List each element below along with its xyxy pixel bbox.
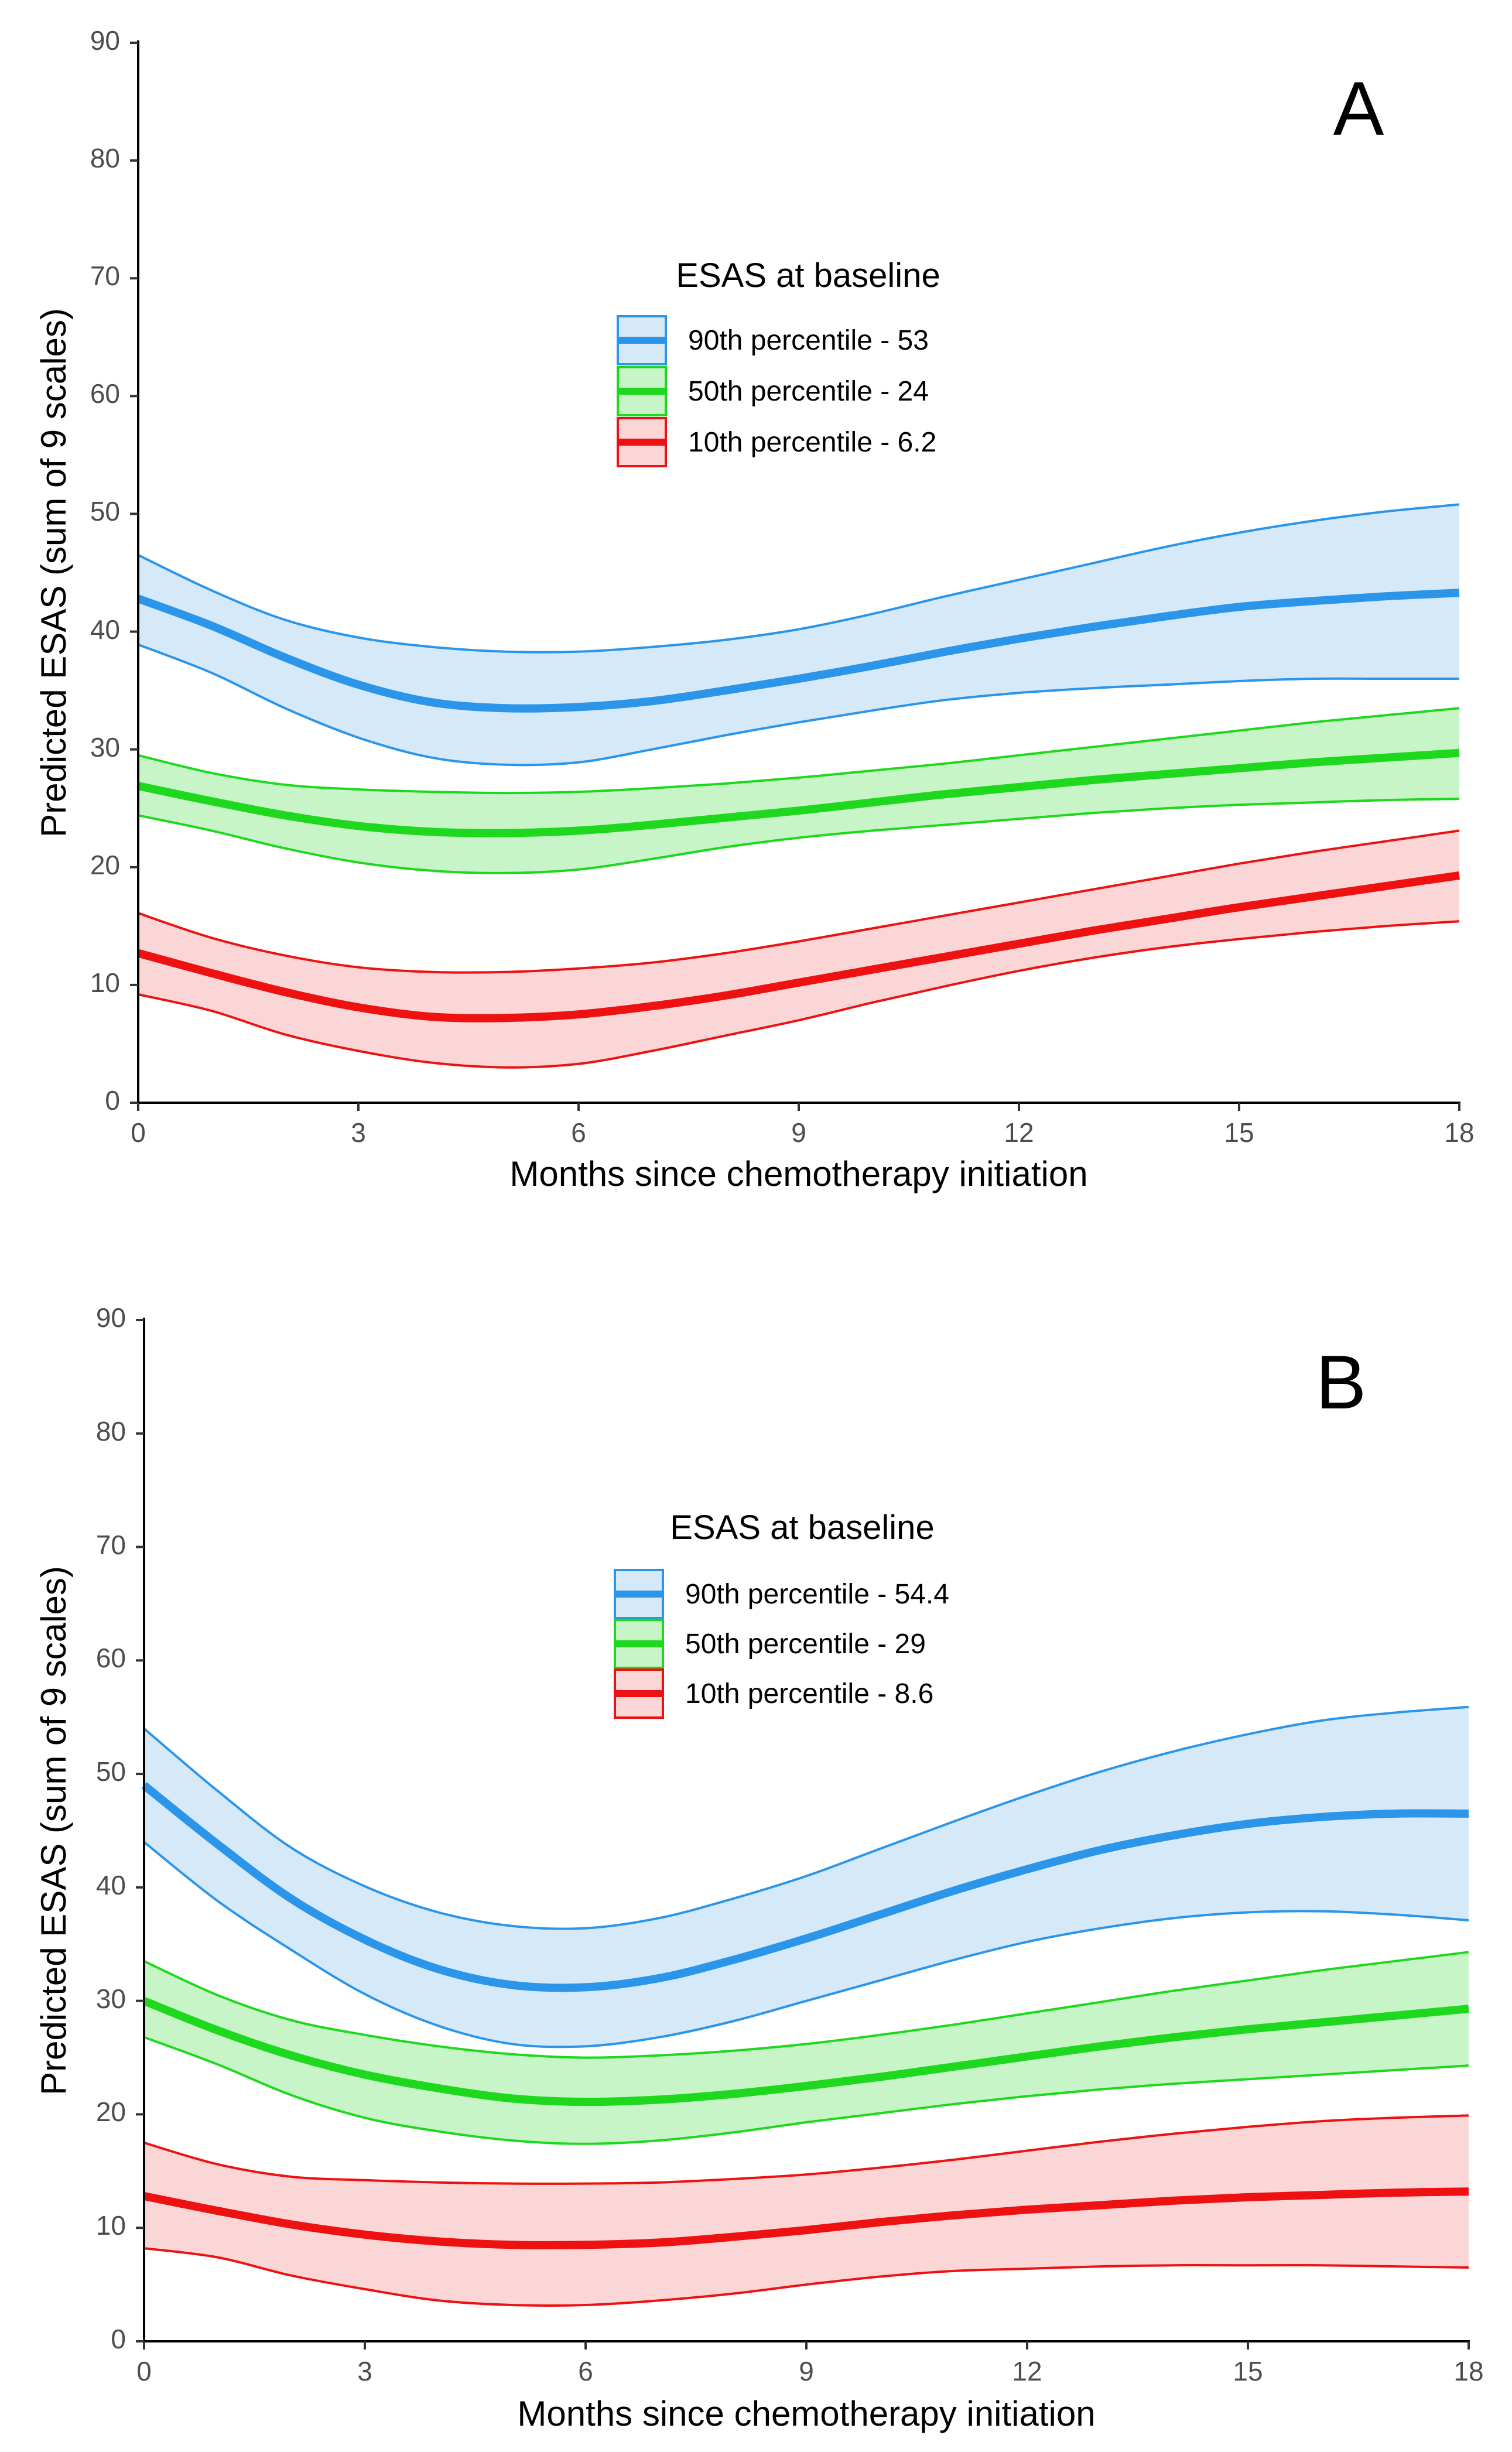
legend: ESAS at baseline 90th percentile - 54.4 …: [614, 1509, 949, 1719]
x-tick-label: 12: [1004, 1117, 1034, 1148]
y-axis-title: Predicted ESAS (sum of 9 scales): [34, 308, 73, 837]
y-tick-label: 90: [96, 1302, 126, 1333]
lower-bound-50th: [138, 798, 1460, 874]
upper-bound-50th: [143, 1951, 1469, 2059]
y-tick-label: 40: [96, 1870, 126, 1900]
y-tick-label: 70: [90, 261, 120, 291]
y-tick-label: 0: [105, 1085, 120, 1116]
legend-label-10th: 10th percentile - 6.2: [688, 427, 936, 458]
mean-line-50th: [137, 748, 1460, 837]
panel-a: 0 10 20 30 40 50 60 70 80 90 0 3 6 9 12 …: [34, 25, 1475, 1193]
x-tick-label: 6: [571, 1117, 586, 1148]
legend-item-90th: 90th percentile - 54.4: [614, 1569, 949, 1619]
x-tick-label: 18: [1453, 2356, 1483, 2386]
y-tick-label: 20: [96, 2097, 126, 2127]
axes: [136, 1318, 1470, 2350]
upper-bound-10th: [138, 829, 1460, 974]
x-tick-label: 3: [357, 2356, 372, 2386]
legend-label-50th: 50th percentile - 24: [688, 376, 929, 407]
y-tick-label: 10: [90, 967, 120, 998]
y-tick-label: 70: [96, 1530, 126, 1560]
band-50th: [138, 708, 1459, 873]
lower-bound-90th: [138, 643, 1459, 767]
y-tick-label: 20: [90, 850, 120, 880]
legend-label-50th: 50th percentile - 29: [685, 1629, 926, 1660]
y-tick-label: 30: [90, 732, 120, 762]
confidence-bounds: [143, 1705, 1469, 2307]
x-tick-label: 9: [799, 2356, 814, 2386]
legend-label-10th: 10th percentile - 8.6: [685, 1678, 933, 1709]
mean-line-90th: [141, 1782, 1469, 1992]
band-90th: [138, 504, 1459, 765]
band-10th: [138, 830, 1459, 1068]
x-tick-label: 6: [578, 2356, 593, 2386]
x-tick-label: 15: [1224, 1117, 1254, 1148]
y-axis-title: Predicted ESAS (sum of 9 scales): [34, 1566, 73, 2095]
legend: ESAS at baseline 90th percentile - 53 50…: [617, 257, 940, 467]
lower-bound-10th: [143, 2247, 1469, 2307]
x-tick-label: 0: [131, 1117, 146, 1148]
x-tick-label: 15: [1233, 2356, 1263, 2386]
y-tick-label: 30: [96, 1984, 126, 2014]
mean-line-10th: [143, 2187, 1469, 2249]
x-tick-label: 12: [1012, 2356, 1042, 2386]
legend-item-10th: 10th percentile - 6.2: [617, 417, 936, 467]
y-tick-label: 60: [90, 378, 120, 409]
upper-bound-90th: [138, 503, 1460, 654]
confidence-bounds: [138, 503, 1460, 1069]
mean-line-50th: [142, 1997, 1469, 2106]
legend-item-50th: 50th percentile - 29: [614, 1619, 926, 1669]
x-axis-title: Months since chemotherapy initiation: [517, 2394, 1095, 2433]
mean-lines: [136, 589, 1460, 1022]
x-axis-title: Months since chemotherapy initiation: [509, 1154, 1087, 1193]
y-tick-label: 10: [96, 2210, 126, 2241]
y-tick-label: 60: [96, 1643, 126, 1673]
y-tick-label: 80: [90, 143, 120, 173]
legend-item-50th: 50th percentile - 24: [617, 366, 929, 416]
y-tick-label: 80: [96, 1416, 126, 1446]
legend-item-90th: 90th percentile - 53: [617, 315, 929, 365]
panel-letter: A: [1333, 66, 1384, 151]
x-tick-label: 3: [351, 1117, 366, 1148]
x-tick-label: 18: [1444, 1117, 1474, 1148]
axes: [130, 40, 1460, 1111]
upper-bound-10th: [143, 2114, 1469, 2185]
upper-bound-50th: [138, 707, 1460, 795]
y-tick-label: 0: [111, 2324, 126, 2354]
x-tick-label: 9: [791, 1117, 806, 1148]
confidence-bands: [144, 1707, 1469, 2306]
mean-lines: [141, 1782, 1469, 2249]
lower-bound-10th: [138, 920, 1460, 1069]
legend-item-10th: 10th percentile - 8.6: [614, 1668, 933, 1719]
legend-title: ESAS at baseline: [676, 257, 940, 295]
panel-letter: B: [1316, 1339, 1367, 1425]
mean-line-10th: [137, 871, 1460, 1022]
lower-bound-50th: [143, 2036, 1469, 2145]
y-tick-label: 90: [90, 25, 120, 56]
mean-line-90th: [136, 589, 1460, 713]
y-tick-label: 40: [90, 614, 120, 645]
x-tick-label: 0: [136, 2356, 152, 2386]
y-tick-label: 50: [96, 1756, 126, 1787]
y-tick-label: 50: [90, 496, 120, 526]
lower-bound-90th: [143, 1841, 1469, 2049]
upper-bound-90th: [143, 1705, 1469, 1930]
legend-title: ESAS at baseline: [670, 1509, 934, 1547]
legend-label-90th: 90th percentile - 53: [688, 325, 929, 356]
panel-b: 0 10 20 30 40 50 60 70 80 90 0 3 6 9 12 …: [34, 1302, 1484, 2433]
legend-label-90th: 90th percentile - 54.4: [685, 1579, 949, 1610]
band-10th: [144, 2115, 1469, 2306]
